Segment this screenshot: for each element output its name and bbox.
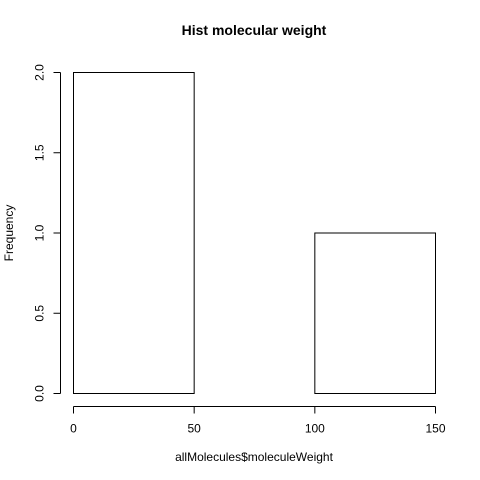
y-tick-label: 2.0 bbox=[33, 64, 47, 81]
x-tick-label: 100 bbox=[305, 422, 325, 436]
x-tick-label: 150 bbox=[425, 422, 445, 436]
chart-title: Hist molecular weight bbox=[182, 22, 327, 38]
y-tick-label: 0.5 bbox=[33, 305, 47, 322]
histogram-bar bbox=[73, 72, 195, 394]
y-axis: 0.0 0.5 1.0 1.5 2.0 bbox=[33, 64, 61, 402]
y-tick-label: 1.5 bbox=[33, 144, 47, 161]
histogram-bar bbox=[314, 232, 437, 394]
bars-group bbox=[73, 72, 437, 394]
y-tick-label: 1.0 bbox=[33, 224, 47, 241]
x-axis-label: allMolecules$moleculeWeight bbox=[175, 450, 334, 464]
x-axis: 0 50 100 150 bbox=[70, 406, 446, 436]
y-tick-label: 0.0 bbox=[33, 385, 47, 402]
x-tick-label: 0 bbox=[70, 422, 77, 436]
x-tick-label: 50 bbox=[187, 422, 201, 436]
y-axis-label: Frequency bbox=[2, 205, 16, 262]
